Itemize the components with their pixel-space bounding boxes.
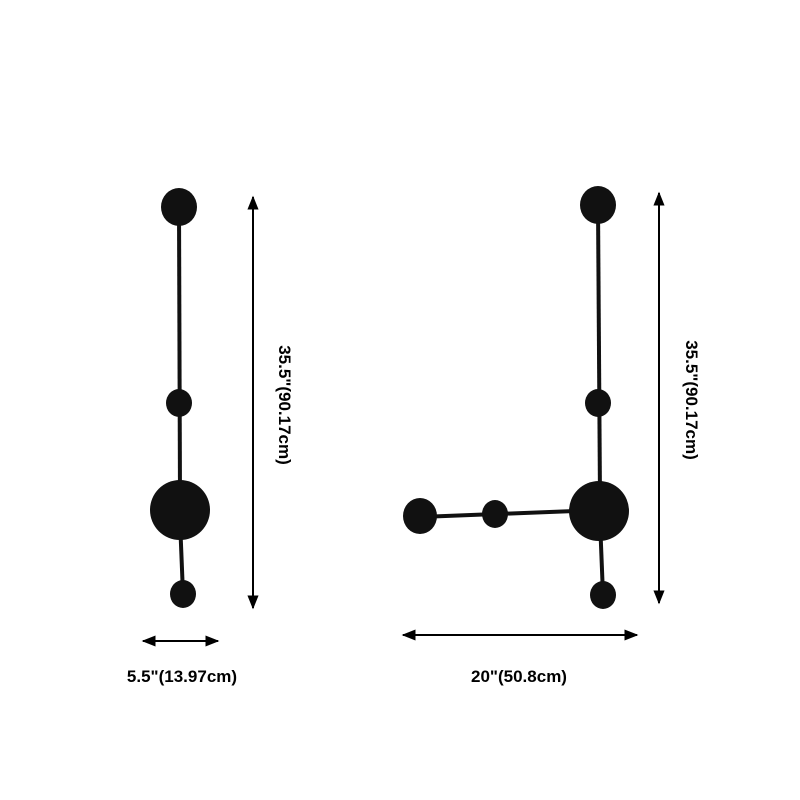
right-bottom-globe: [590, 581, 616, 609]
arm-end-globe: [403, 498, 437, 534]
left-bottom-globe: [170, 580, 196, 608]
right-middle-globe: [585, 389, 611, 417]
arm-middle-globe: [482, 500, 508, 528]
left-top-globe: [161, 188, 197, 226]
right-height-label: 35.5"(90.17cm): [682, 340, 701, 460]
right-top-globe: [580, 186, 616, 224]
left-fixture-rod: [177, 206, 182, 501]
left-width-label: 5.5"(13.97cm): [127, 667, 237, 686]
right-fixture-rod: [596, 204, 602, 501]
right-fixture: [403, 186, 629, 609]
right-width-label: 20"(50.8cm): [471, 667, 567, 686]
left-height-label: 35.5"(90.17cm): [275, 345, 294, 465]
left-middle-globe: [166, 389, 192, 417]
right-large-globe: [569, 481, 629, 541]
left-large-globe: [150, 480, 210, 540]
left-fixture: [150, 188, 210, 608]
